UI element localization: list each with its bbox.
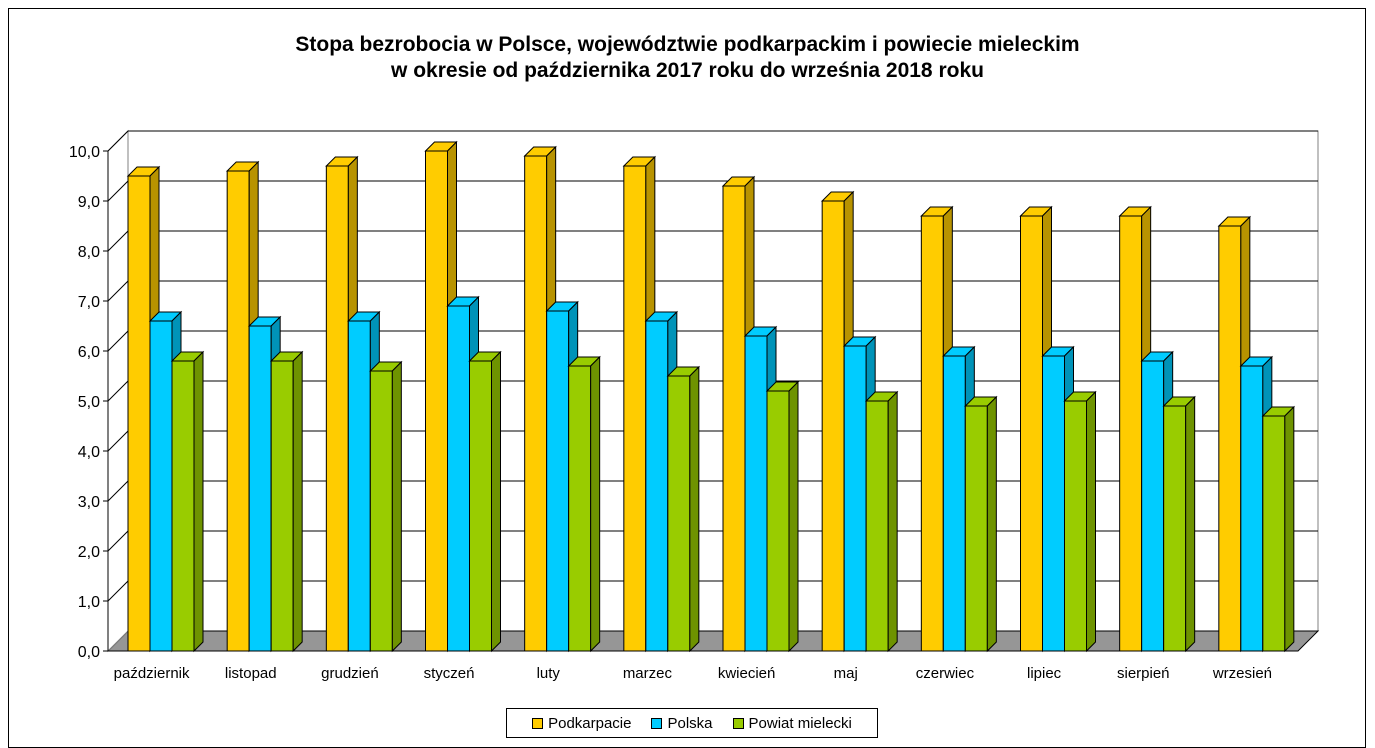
bar-powiat-mielecki-side	[391, 360, 402, 653]
x-tick-label: sierpień	[1117, 665, 1170, 682]
chart-legend: Podkarpacie Polska Powiat mielecki	[506, 708, 878, 738]
bar-podkarpacie	[722, 185, 746, 652]
x-tick-label: lipiec	[1027, 665, 1062, 682]
bar-podkarpacie	[226, 170, 250, 652]
bar-powiat-mielecki-side	[689, 365, 700, 653]
x-tick-label: marzec	[623, 665, 673, 682]
bar-powiat-mielecki-side	[1086, 390, 1096, 653]
bar-powiat-mielecki	[1163, 405, 1187, 652]
bar-podkarpacie	[325, 165, 349, 652]
legend-item-powiat-mielecki: Powiat mielecki	[732, 714, 852, 732]
x-tick-label: październik	[114, 665, 190, 682]
legend-label-powiat-mielecki: Powiat mielecki	[748, 714, 852, 732]
bar-powiat-mielecki	[766, 390, 790, 652]
bar-podkarpacie	[623, 165, 647, 652]
bar-powiat-mielecki-side	[1185, 395, 1196, 653]
bar-polska	[1141, 360, 1165, 652]
bar-powiat-mielecki	[1064, 400, 1087, 652]
legend-label-podkarpacie: Podkarpacie	[548, 714, 632, 732]
y-tick-label: 0,0	[78, 644, 100, 661]
bar-powiat-mielecki-side	[491, 350, 501, 653]
y-tick-label: 3,0	[78, 494, 100, 511]
y-tick-label: 2,0	[78, 544, 100, 561]
chart-title-line2: w okresie od października 2017 roku do w…	[391, 59, 984, 82]
bar-polska	[248, 325, 272, 652]
x-tick-label: luty	[537, 665, 561, 682]
y-tick-label: 6,0	[78, 344, 100, 361]
bar-polska	[843, 345, 867, 652]
legend-item-podkarpacie: Podkarpacie	[532, 715, 631, 732]
legend-swatch-powiat-mielecki	[732, 717, 744, 729]
legend-item-polska: Polska	[651, 714, 713, 732]
y-tick-label: 9,0	[78, 194, 100, 211]
y-tick-label: 8,0	[78, 244, 100, 261]
y-tick-label: 4,0	[78, 444, 100, 461]
x-tick-label: listopad	[225, 665, 277, 682]
bar-polska	[1042, 355, 1065, 652]
bar-powiat-mielecki	[964, 405, 988, 652]
bar-powiat-mielecki-side	[788, 380, 799, 653]
x-tick-label: styczeń	[424, 665, 475, 682]
bar-podkarpacie	[524, 155, 548, 652]
bar-powiat-mielecki	[469, 360, 492, 652]
bar-polska	[149, 320, 173, 652]
bar-podkarpacie	[127, 175, 151, 652]
bar-powiat-mielecki	[865, 400, 889, 652]
bar-powiat-mielecki-side	[1284, 405, 1295, 653]
legend-swatch-podkarpacie	[532, 717, 544, 729]
bar-powiat-mielecki	[369, 370, 393, 652]
x-tick-label: grudzień	[321, 665, 379, 682]
bar-powiat-mielecki-side	[193, 350, 204, 653]
bar-powiat-mielecki-side	[292, 350, 303, 653]
x-tick-label: czerwiec	[916, 665, 975, 682]
y-tick-label: 10,0	[69, 144, 100, 161]
bar-powiat-mielecki	[1262, 415, 1286, 652]
bar-powiat-mielecki	[667, 375, 691, 652]
x-tick-label: maj	[834, 665, 858, 682]
bar-polska	[347, 320, 371, 652]
bar-podkarpacie	[821, 200, 845, 652]
bar-polska	[447, 305, 470, 652]
x-tick-label: kwiecień	[718, 665, 776, 682]
bar-polska	[942, 355, 966, 652]
bar-podkarpacie	[425, 150, 448, 652]
bar-polska	[645, 320, 669, 652]
bar-powiat-mielecki-side	[887, 390, 898, 653]
bar-powiat-mielecki	[270, 360, 294, 652]
y-tick-label: 5,0	[78, 394, 100, 411]
legend-label-polska: Polska	[667, 714, 713, 732]
bar-polska	[744, 335, 768, 652]
bar-powiat-mielecki-side	[986, 395, 997, 653]
bar-polska	[546, 310, 570, 652]
bar-powiat-mielecki-side	[590, 355, 601, 653]
gridline	[107, 130, 1318, 152]
bar-powiat-mielecki	[568, 365, 592, 652]
y-tick-label: 1,0	[78, 594, 100, 611]
bar-powiat-mielecki	[171, 360, 195, 652]
bar-podkarpacie	[1218, 225, 1242, 652]
chart-title: Stopa bezrobocia w Polsce, województwie …	[0, 32, 1375, 84]
bar-podkarpacie	[1119, 215, 1143, 652]
bar-podkarpacie	[920, 215, 944, 652]
chart-title-line1: Stopa bezrobocia w Polsce, województwie …	[295, 33, 1080, 56]
x-tick-label: wrzesień	[1212, 665, 1272, 682]
bar-podkarpacie	[1020, 215, 1043, 652]
bar-polska	[1240, 365, 1264, 652]
legend-swatch-polska	[651, 717, 663, 729]
y-tick-label: 7,0	[78, 294, 100, 311]
